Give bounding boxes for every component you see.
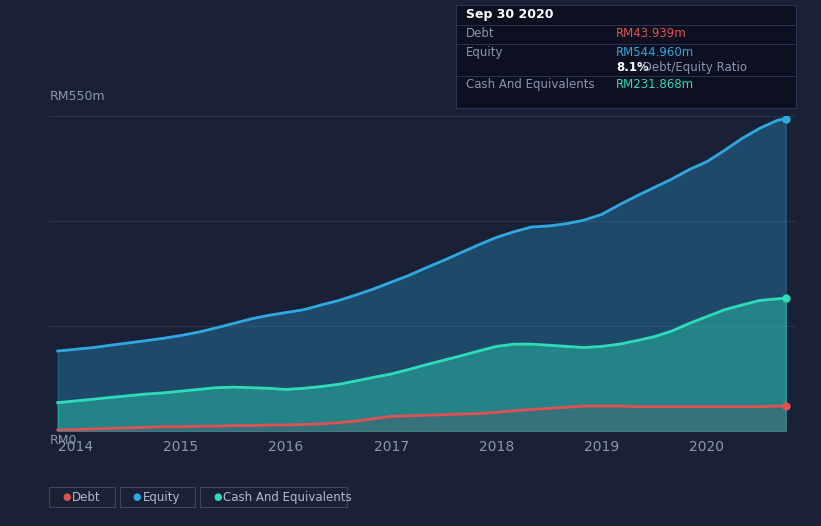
Text: Debt/Equity Ratio: Debt/Equity Ratio	[639, 61, 747, 74]
Text: Debt: Debt	[466, 27, 494, 41]
Text: Sep 30 2020: Sep 30 2020	[466, 8, 553, 21]
Text: Cash And Equivalents: Cash And Equivalents	[466, 78, 594, 91]
Text: ●: ●	[213, 492, 222, 502]
Text: Debt: Debt	[72, 491, 101, 503]
Text: ●: ●	[62, 492, 71, 502]
Text: RM0: RM0	[49, 434, 76, 448]
Text: RM231.868m: RM231.868m	[616, 78, 694, 91]
Text: RM544.960m: RM544.960m	[616, 46, 694, 59]
Text: RM43.939m: RM43.939m	[616, 27, 686, 41]
Text: ●: ●	[133, 492, 141, 502]
Text: RM550m: RM550m	[49, 90, 105, 103]
Text: Cash And Equivalents: Cash And Equivalents	[223, 491, 352, 503]
Text: Equity: Equity	[143, 491, 180, 503]
Text: Equity: Equity	[466, 46, 503, 59]
Text: 8.1%: 8.1%	[616, 61, 649, 74]
